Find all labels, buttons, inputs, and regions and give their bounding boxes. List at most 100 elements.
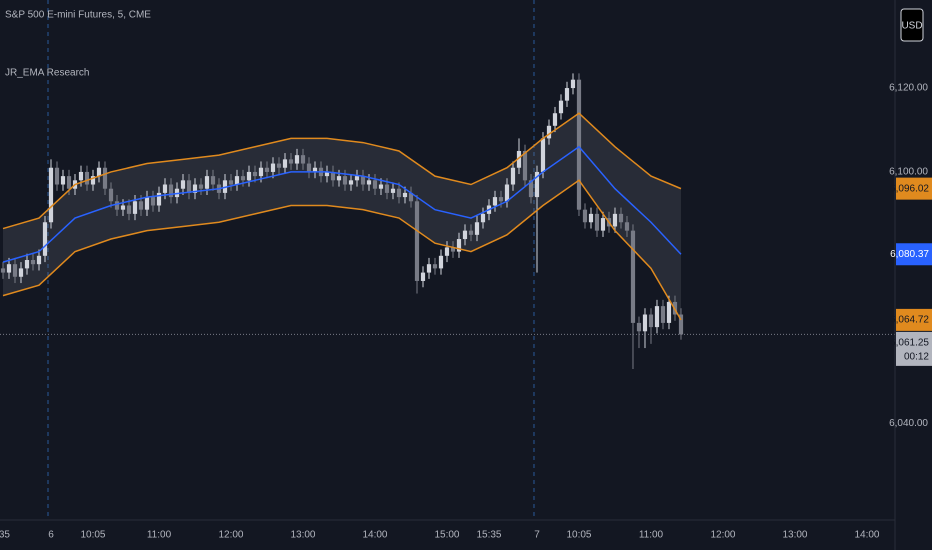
candle-body <box>138 201 144 210</box>
candle-body <box>564 88 570 101</box>
ema-line <box>2 112 682 230</box>
candle-body <box>540 138 546 172</box>
y-tick-label: 6,120.00 <box>889 83 928 94</box>
candle-body <box>264 167 270 172</box>
candle-body <box>354 176 360 181</box>
candle-body <box>480 213 486 223</box>
candle-body <box>372 180 378 189</box>
candle-body <box>312 167 318 172</box>
candle-body <box>642 314 648 332</box>
candle-body <box>516 150 522 168</box>
candle-body <box>618 213 624 223</box>
candle-body <box>504 184 510 202</box>
candle-body <box>456 239 462 252</box>
candle-body <box>558 100 564 114</box>
candle-body <box>396 188 402 198</box>
plot-area <box>0 0 895 520</box>
candle-body <box>390 188 396 193</box>
candle-body <box>408 192 414 202</box>
candle-body <box>420 272 426 281</box>
y-tick-label: 6,040.00 <box>889 418 928 429</box>
x-tick-label: 11:00 <box>147 530 172 541</box>
candle-body <box>102 167 108 189</box>
candle-body <box>330 171 336 181</box>
candle-body <box>678 314 684 335</box>
candle-body <box>282 159 288 168</box>
candle-body <box>150 197 156 206</box>
price-badge-label: 6,064.72 <box>890 315 929 326</box>
candle-body <box>186 180 192 193</box>
countdown: 00:12 <box>904 352 929 363</box>
candle-body <box>438 255 444 269</box>
candle-body <box>414 201 420 281</box>
candle-body <box>630 230 636 323</box>
candle-body <box>546 125 552 139</box>
candle-body <box>228 180 234 185</box>
candle-body <box>426 264 432 273</box>
candle-body <box>300 155 306 164</box>
x-tick-label: 15:35 <box>476 530 501 541</box>
candle-body <box>132 201 138 214</box>
x-tick-label: 15:00 <box>434 530 459 541</box>
candle-body <box>162 184 168 193</box>
candle-body <box>270 163 276 172</box>
candle-body <box>294 155 300 164</box>
candle-body <box>276 163 282 168</box>
candle-body <box>48 167 54 223</box>
price-badge <box>896 331 932 366</box>
candle-body <box>348 180 354 185</box>
candle-body <box>522 150 528 181</box>
candle-body <box>462 230 468 240</box>
candle-body <box>612 213 618 227</box>
candle-body <box>66 176 72 189</box>
candle-body <box>324 171 330 177</box>
candle-body <box>432 264 438 269</box>
candle-body <box>378 184 384 189</box>
candle-body <box>210 176 216 185</box>
candle-body <box>384 184 390 193</box>
candle-body <box>654 306 660 328</box>
candle-body <box>474 222 480 235</box>
candle-body <box>192 184 198 193</box>
chart-title: S&P 500 E-mini Futures, 5, CME <box>5 10 151 21</box>
candle-body <box>246 171 252 181</box>
candle-body <box>360 176 366 185</box>
candle-body <box>240 176 246 181</box>
candle-body <box>120 205 126 210</box>
candle-body <box>84 171 90 185</box>
candle-body <box>42 222 48 256</box>
candle-body <box>204 176 210 189</box>
price-badge <box>896 308 932 331</box>
ema-line <box>2 145 682 263</box>
candle-body <box>366 180 372 185</box>
candle-body <box>252 171 258 177</box>
candle-body <box>444 247 450 256</box>
currency-box[interactable] <box>900 8 924 42</box>
candle-body <box>60 176 66 185</box>
price-badge-label: 6,080.37 <box>890 249 929 260</box>
candle-body <box>36 255 42 265</box>
candle-body <box>18 268 24 277</box>
candle-body <box>12 264 18 277</box>
candle-body <box>498 197 504 202</box>
candle-body <box>582 209 588 223</box>
candle-body <box>570 79 576 89</box>
x-tick-label: 6 <box>48 530 54 541</box>
candle-body <box>666 301 672 323</box>
ema-line <box>2 179 682 321</box>
candle-body <box>198 184 204 189</box>
candle-body <box>588 213 594 223</box>
candle-body <box>258 167 264 177</box>
price-badge <box>896 243 932 266</box>
candle-body <box>156 192 162 206</box>
candle-body <box>96 167 102 177</box>
candle-body <box>450 247 456 252</box>
x-tick-label: 12:00 <box>218 530 243 541</box>
candle-body <box>624 222 630 231</box>
candle-body <box>402 192 408 198</box>
candle-body <box>54 167 60 185</box>
currency: USD <box>901 21 922 32</box>
candle-body <box>510 167 516 185</box>
candle-body <box>234 176 240 185</box>
